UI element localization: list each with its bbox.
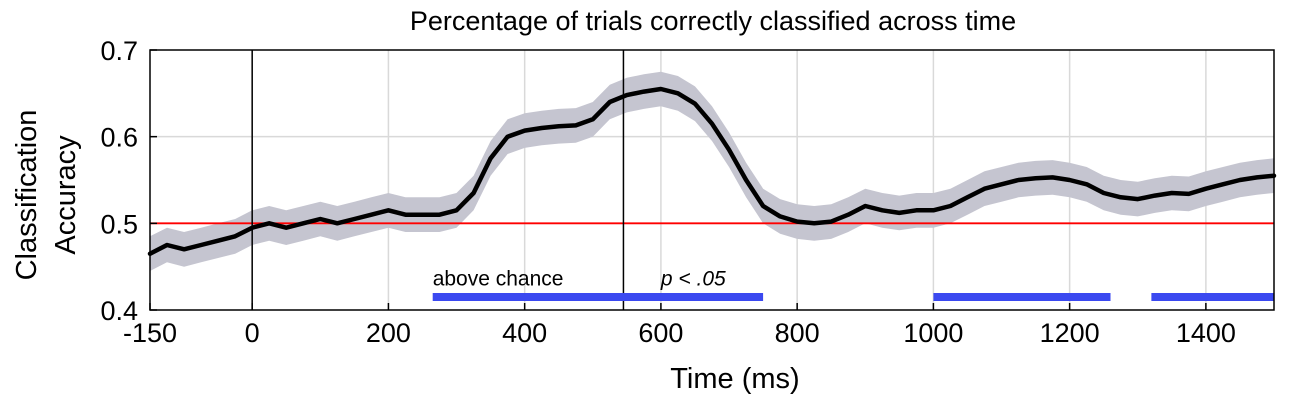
annotation-1: p < .05 bbox=[660, 268, 726, 291]
x-axis-label: Time (ms) bbox=[670, 363, 799, 395]
x-tick-label-8: 1400 bbox=[1176, 318, 1236, 348]
x-tick-label-1: 0 bbox=[245, 318, 260, 348]
x-tick-label-0: -150 bbox=[123, 318, 177, 348]
y-axis-label-line-0: Classification bbox=[11, 110, 43, 281]
y-tick-label-3: 0.7 bbox=[100, 36, 138, 66]
y-tick-label-0: 0.4 bbox=[100, 296, 138, 326]
significance-bar-0 bbox=[432, 293, 764, 301]
x-tick-label-6: 1000 bbox=[903, 318, 963, 348]
y-tick-label-1: 0.5 bbox=[100, 209, 138, 239]
y-tick-label-2: 0.6 bbox=[100, 123, 138, 153]
x-tick-label-3: 400 bbox=[502, 318, 547, 348]
chart-title: Percentage of trials correctly classifie… bbox=[410, 6, 1016, 36]
significance-bar-1 bbox=[933, 293, 1111, 301]
x-axis-ticks: -150 0 200 400 600 800 1000 1200 1400 bbox=[123, 303, 1236, 348]
significance-bar-2 bbox=[1151, 293, 1274, 301]
annotation-0: above chance bbox=[433, 268, 564, 291]
x-tick-label-7: 1200 bbox=[1040, 318, 1100, 348]
accuracy-line bbox=[147, 86, 1277, 256]
x-tick-label-4: 600 bbox=[638, 318, 683, 348]
confidence-band bbox=[150, 71, 1274, 271]
y-axis-ticks: 0.4 0.5 0.6 0.7 bbox=[100, 36, 157, 326]
plot-area: above chance p < .05 bbox=[147, 50, 1277, 310]
plot-frame bbox=[149, 49, 1275, 311]
y-axis-label-line-1: Accuracy bbox=[50, 135, 82, 255]
x-tick-label-2: 200 bbox=[366, 318, 411, 348]
y-axis-label: Classification Accuracy bbox=[11, 110, 82, 281]
x-tick-label-5: 800 bbox=[775, 318, 820, 348]
